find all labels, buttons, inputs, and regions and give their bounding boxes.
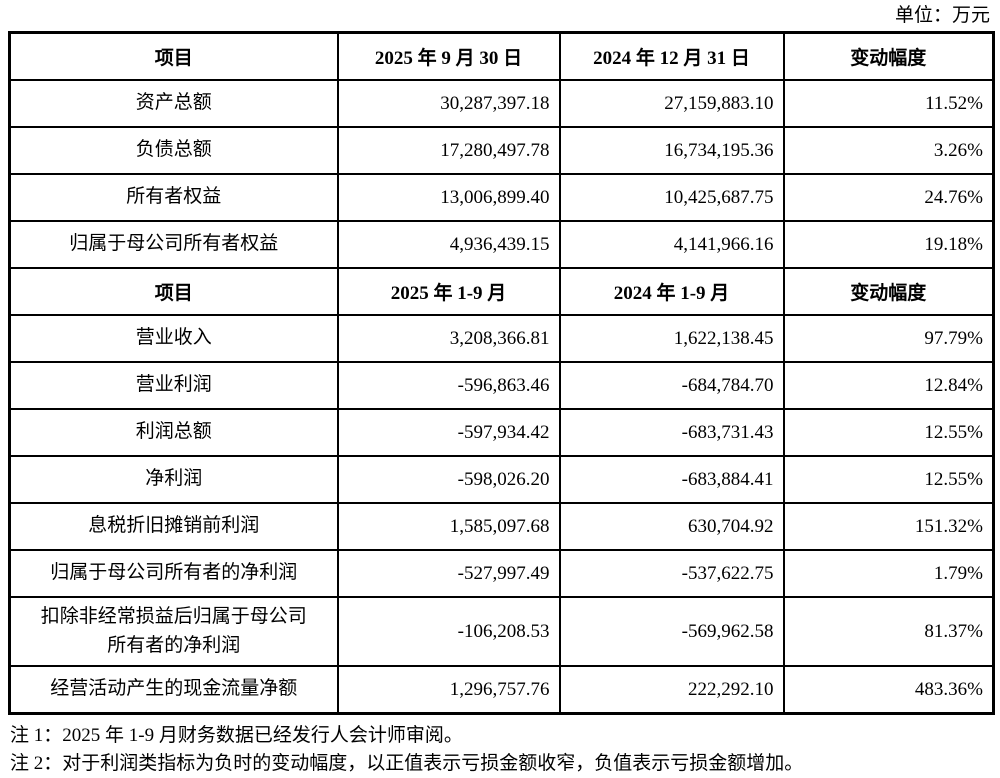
column-header-prior-period: 2024 年 1-9 月 [558,267,785,316]
value-prior: 10,425,687.75 [558,173,785,222]
row-label: 营业收入 [8,314,339,363]
value-prior: 27,159,883.10 [558,79,785,128]
change-percent: 19.18% [782,220,995,269]
table-row: 负债总额 17,280,497.78 16,734,195.36 3.26% [8,126,995,175]
table-row: 息税折旧摊销前利润 1,585,097.68 630,704.92 151.32… [8,502,995,551]
value-current: 17,280,497.78 [336,126,561,175]
table-row: 营业收入 3,208,366.81 1,622,138.45 97.79% [8,314,995,363]
value-current: -527,997.49 [336,549,561,598]
table-row: 净利润 -598,026.20 -683,884.41 12.55% [8,455,995,504]
financial-summary-table: 项目 2025 年 9 月 30 日 2024 年 12 月 31 日 变动幅度… [8,31,995,715]
row-label: 归属于母公司所有者的净利润 [8,549,339,598]
value-prior: -683,731.43 [558,408,785,457]
table-row: 扣除非经常损益后归属于母公司 所有者的净利润 -106,208.53 -569,… [8,596,995,667]
income-statement-header-row: 项目 2025 年 1-9 月 2024 年 1-9 月 变动幅度 [8,267,995,316]
column-header-item: 项目 [8,267,339,316]
table-row: 利润总额 -597,934.42 -683,731.43 12.55% [8,408,995,457]
change-percent: 11.52% [782,79,995,128]
row-label: 资产总额 [8,79,339,128]
footnote-1: 注 1：2025 年 1-9 月财务数据已经发行人会计师审阅。 [10,725,463,746]
value-prior: 1,622,138.45 [558,314,785,363]
financial-summary-document: 单位：万元 项目 2025 年 9 月 30 日 2024 年 12 月 31 … [8,5,995,774]
row-label: 经营活动产生的现金流量净额 [8,665,339,715]
value-prior: 4,141,966.16 [558,220,785,269]
value-current: 1,585,097.68 [336,502,561,551]
value-prior: 630,704.92 [558,502,785,551]
value-current: -598,026.20 [336,455,561,504]
value-current: 13,006,899.40 [336,173,561,222]
value-prior: -684,784.70 [558,361,785,410]
value-prior: -537,622.75 [558,549,785,598]
value-prior: 16,734,195.36 [558,126,785,175]
change-percent: 24.76% [782,173,995,222]
row-label: 净利润 [8,455,339,504]
column-header-current-period: 2025 年 1-9 月 [336,267,561,316]
unit-label: 单位：万元 [894,5,990,26]
row-label: 息税折旧摊销前利润 [8,502,339,551]
column-header-change: 变动幅度 [782,31,995,81]
column-header-current-period: 2025 年 9 月 30 日 [336,31,561,81]
footnote-2: 注 2：对于利润类指标为负时的变动幅度，以正值表示亏损金额收窄，负值表示亏损金额… [10,753,804,774]
value-current: 4,936,439.15 [336,220,561,269]
change-percent: 97.79% [782,314,995,363]
change-percent: 12.55% [782,455,995,504]
row-label: 负债总额 [8,126,339,175]
change-percent: 12.55% [782,408,995,457]
value-prior: 222,292.10 [558,665,785,715]
footnotes: 注 1：2025 年 1-9 月财务数据已经发行人会计师审阅。 注 2：对于利润… [8,722,992,778]
row-label: 利润总额 [8,408,339,457]
table-row: 归属于母公司所有者权益 4,936,439.15 4,141,966.16 19… [8,220,995,269]
change-percent: 12.84% [782,361,995,410]
row-label: 营业利润 [8,361,339,410]
table-row: 归属于母公司所有者的净利润 -527,997.49 -537,622.75 1.… [8,549,995,598]
column-header-change: 变动幅度 [782,267,995,316]
row-label: 归属于母公司所有者权益 [8,220,339,269]
table-row: 资产总额 30,287,397.18 27,159,883.10 11.52% [8,79,995,128]
value-current: 1,296,757.76 [336,665,561,715]
value-current: 30,287,397.18 [336,79,561,128]
row-label: 所有者权益 [8,173,339,222]
table-row: 经营活动产生的现金流量净额 1,296,757.76 222,292.10 48… [8,665,995,715]
value-prior: -569,962.58 [558,596,785,667]
balance-sheet-header-row: 项目 2025 年 9 月 30 日 2024 年 12 月 31 日 变动幅度 [8,31,995,81]
value-current: -596,863.46 [336,361,561,410]
table-row: 所有者权益 13,006,899.40 10,425,687.75 24.76% [8,173,995,222]
change-percent: 483.36% [782,665,995,715]
value-current: -106,208.53 [336,596,561,667]
table-row: 营业利润 -596,863.46 -684,784.70 12.84% [8,361,995,410]
row-label: 扣除非经常损益后归属于母公司 所有者的净利润 [8,596,339,667]
column-header-item: 项目 [8,31,339,81]
value-prior: -683,884.41 [558,455,785,504]
value-current: 3,208,366.81 [336,314,561,363]
change-percent: 151.32% [782,502,995,551]
change-percent: 81.37% [782,596,995,667]
column-header-prior-period: 2024 年 12 月 31 日 [558,31,785,81]
value-current: -597,934.42 [336,408,561,457]
change-percent: 3.26% [782,126,995,175]
change-percent: 1.79% [782,549,995,598]
